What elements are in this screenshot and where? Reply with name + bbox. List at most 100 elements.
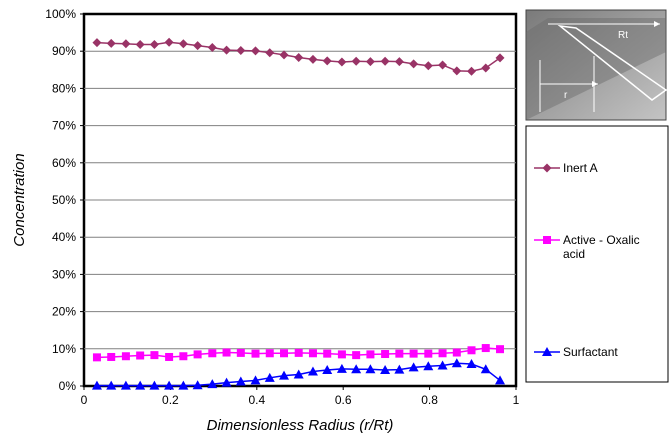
data-point: [222, 45, 232, 55]
data-point: [164, 380, 175, 390]
data-point: [106, 380, 117, 390]
data-point: [264, 372, 275, 382]
data-point: [322, 56, 332, 66]
data-point: [136, 351, 145, 360]
data-point: [121, 39, 131, 49]
data-point: [107, 352, 116, 361]
data-point: [92, 38, 102, 48]
data-point: [423, 61, 433, 71]
data-point: [352, 351, 361, 360]
y-tick-label: 10%: [52, 342, 76, 356]
data-point: [307, 366, 318, 376]
x-tick-label: 0.2: [162, 393, 179, 407]
data-point: [365, 364, 376, 374]
data-point: [265, 349, 274, 358]
data-point: [394, 57, 404, 67]
series-1: [92, 344, 505, 362]
grid: [84, 50, 516, 350]
x-tick-label: 0: [81, 393, 88, 407]
data-point: [222, 348, 231, 357]
series-group: [91, 37, 506, 390]
data-point: [438, 60, 448, 70]
data-point: [351, 56, 361, 66]
data-point: [178, 380, 189, 390]
data-point: [308, 349, 317, 358]
legend-marker: [542, 347, 552, 356]
data-point: [336, 363, 347, 373]
legend-item-2: Surfactant: [534, 345, 618, 359]
data-point: [207, 42, 217, 52]
y-tick-label: 100%: [45, 7, 76, 21]
y-tick-label: 50%: [52, 193, 76, 207]
data-point: [265, 48, 275, 58]
data-point: [308, 54, 318, 64]
legend-item-1: Active - Oxalic acid: [534, 233, 640, 261]
data-point: [251, 349, 260, 358]
data-point: [279, 370, 290, 380]
legend-label: Surfactant: [563, 345, 618, 359]
data-point: [409, 59, 419, 69]
data-point: [250, 375, 261, 385]
data-point: [409, 349, 418, 358]
inset-rt-label: Rt: [618, 30, 628, 41]
data-point: [149, 40, 159, 50]
data-point: [178, 39, 188, 49]
data-point: [221, 377, 232, 387]
inset-r-label: r: [564, 90, 568, 101]
legend-label: Inert A: [563, 161, 598, 175]
data-point: [366, 350, 375, 359]
data-point: [481, 63, 491, 73]
data-point: [424, 349, 433, 358]
data-point: [381, 350, 390, 359]
data-point: [150, 351, 159, 360]
data-point: [480, 364, 491, 374]
data-point: [208, 349, 217, 358]
y-tick-label: 30%: [52, 267, 76, 281]
data-point: [207, 379, 218, 389]
data-point: [322, 365, 333, 375]
data-point: [149, 380, 160, 390]
legend-label: Active - Oxalic acid: [563, 233, 640, 261]
data-point: [280, 349, 289, 358]
data-point: [495, 53, 505, 63]
data-point: [294, 348, 303, 357]
data-point: [120, 380, 131, 390]
data-point: [437, 360, 448, 370]
data-point: [135, 380, 146, 390]
data-point: [179, 352, 188, 361]
data-point: [323, 349, 332, 358]
inset-photo: Rt r: [525, 9, 668, 121]
series-2: [91, 358, 506, 390]
y-tick-label: 80%: [52, 81, 76, 95]
legend-marker: [542, 163, 552, 173]
y-tick-label: 40%: [52, 230, 76, 244]
x-tick-label: 1: [513, 393, 520, 407]
data-point: [135, 40, 145, 50]
data-point: [452, 348, 461, 357]
y-axis: 0% 10% 20% 30% 40% 50% 60% 70% 80% 90% 100%: [45, 7, 84, 393]
x-tick-label: 0.4: [248, 393, 265, 407]
data-point: [337, 57, 347, 67]
data-point: [192, 380, 203, 390]
data-point: [294, 53, 304, 63]
data-point: [351, 364, 362, 374]
data-point: [293, 369, 304, 379]
data-point: [380, 56, 390, 66]
data-point: [337, 350, 346, 359]
y-tick-label: 90%: [52, 44, 76, 58]
data-point: [481, 344, 490, 353]
data-point: [92, 353, 101, 362]
x-tick-label: 0.8: [421, 393, 438, 407]
y-tick-label: 0%: [59, 379, 77, 393]
data-point: [365, 57, 375, 67]
series-0: [92, 37, 505, 76]
x-axis-title: Dimensionless Radius (r/Rt): [207, 417, 394, 434]
x-axis: 0 0.2 0.4 0.6 0.8 1: [81, 386, 520, 407]
data-point: [395, 349, 404, 358]
data-point: [251, 46, 261, 56]
data-point: [496, 345, 505, 354]
data-point: [408, 362, 419, 372]
y-tick-label: 20%: [52, 305, 76, 319]
data-point: [438, 349, 447, 358]
